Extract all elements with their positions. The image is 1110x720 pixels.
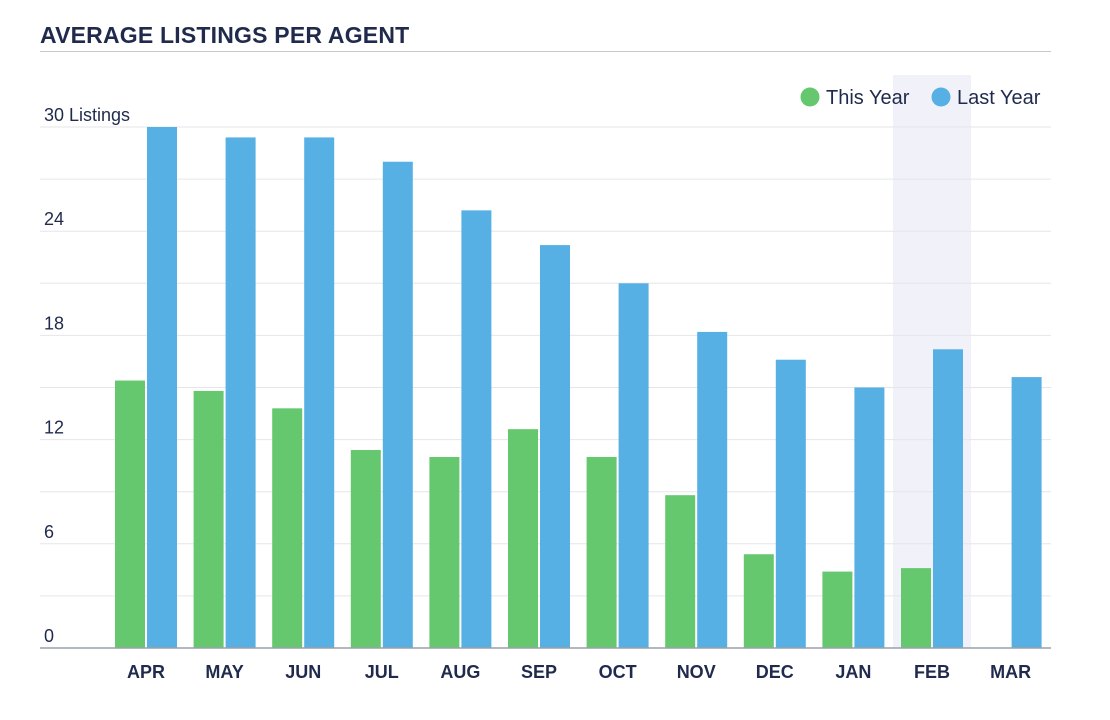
legend-label-last-year[interactable]: Last Year — [957, 87, 1041, 109]
legend-label-this-year[interactable]: This Year — [826, 87, 910, 109]
x-tick-label-jan: JAN — [835, 662, 871, 682]
bar-last-year-feb[interactable] — [933, 349, 963, 648]
legend-marker-last-year[interactable] — [931, 87, 951, 107]
x-tick-label-jul: JUL — [365, 662, 399, 682]
bar-last-year-jun[interactable] — [304, 137, 335, 649]
bar-last-year-jul[interactable] — [382, 161, 413, 648]
x-tick-label-jun: JUN — [285, 662, 321, 682]
bar-this-year-feb[interactable] — [901, 568, 931, 648]
bar-this-year-oct[interactable] — [586, 456, 617, 648]
legend-marker-this-year[interactable] — [800, 87, 820, 107]
x-tick-label-mar: MAR — [990, 662, 1031, 682]
x-tick-label-sep: SEP — [521, 662, 557, 682]
title-divider — [40, 51, 1051, 52]
bar-this-year-jul[interactable] — [350, 450, 381, 648]
bar-this-year-sep[interactable] — [508, 429, 538, 648]
bar-this-year-dec[interactable] — [743, 554, 774, 648]
x-tick-label-dec: DEC — [756, 662, 794, 682]
y-tick-label: 18 — [44, 313, 64, 333]
bar-last-year-may[interactable] — [225, 137, 256, 649]
x-tick-label-oct: OCT — [599, 662, 637, 682]
y-tick-label: 12 — [44, 418, 64, 438]
bar-this-year-apr[interactable] — [115, 380, 145, 648]
bar-this-year-jun[interactable] — [272, 408, 303, 648]
y-tick-label: 6 — [44, 522, 54, 542]
bar-last-year-mar[interactable] — [1011, 377, 1042, 648]
bar-this-year-jan[interactable] — [822, 571, 853, 648]
x-tick-label-aug: AUG — [440, 662, 480, 682]
bar-last-year-nov[interactable] — [697, 331, 728, 648]
x-tick-label-may: MAY — [205, 662, 243, 682]
x-tick-label-feb: FEB — [914, 662, 950, 682]
y-tick-label: 24 — [44, 209, 64, 229]
bar-last-year-apr[interactable] — [147, 127, 177, 648]
bar-last-year-aug[interactable] — [461, 210, 492, 649]
y-tick-label: 30 Listings — [44, 105, 130, 125]
bar-last-year-dec[interactable] — [775, 359, 806, 648]
bar-this-year-may[interactable] — [193, 390, 224, 648]
bar-last-year-jan[interactable] — [854, 387, 885, 649]
bar-this-year-aug[interactable] — [429, 456, 460, 648]
chart-title: AVERAGE LISTINGS PER AGENT — [40, 22, 410, 48]
x-tick-label-nov: NOV — [677, 662, 716, 682]
bar-last-year-oct[interactable] — [618, 283, 649, 648]
bar-this-year-nov[interactable] — [665, 495, 696, 648]
bar-last-year-sep[interactable] — [540, 245, 570, 649]
y-tick-label: 0 — [44, 626, 54, 646]
x-tick-label-apr: APR — [127, 662, 165, 682]
